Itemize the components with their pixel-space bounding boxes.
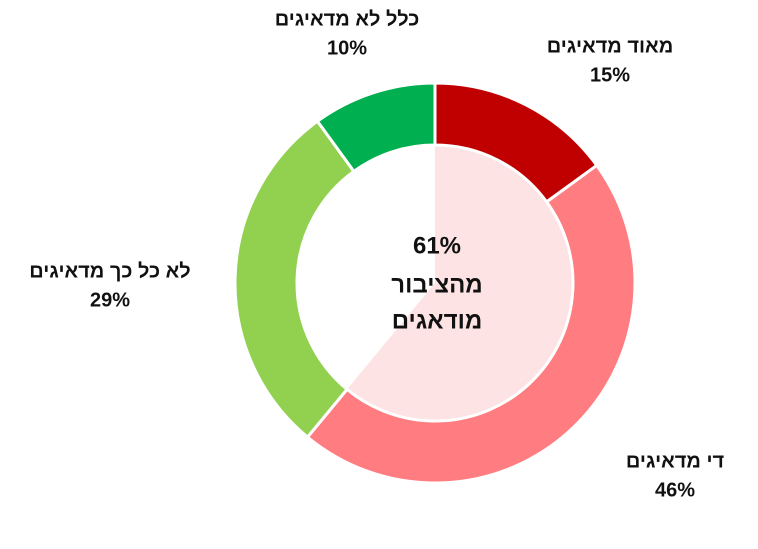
category-label: כלל לא מדאיגים <box>275 8 420 30</box>
donut-segment <box>233 119 356 440</box>
value-label: 46% <box>655 479 695 501</box>
category-label: מאוד מדאיגים <box>547 35 673 57</box>
category-label: לא כל כך מדאיגים <box>29 260 191 282</box>
value-label: 10% <box>327 37 367 59</box>
category-label: די מדאיגים <box>626 450 725 472</box>
donut-segment <box>305 163 637 485</box>
center-wedge <box>347 145 573 422</box>
value-label: 29% <box>90 289 130 311</box>
donut-segment <box>315 81 437 174</box>
center-text: מהציבור <box>391 271 482 298</box>
value-label: 15% <box>590 64 630 86</box>
center-value: 61% <box>413 232 461 259</box>
center-text: מודאגים <box>392 307 483 334</box>
